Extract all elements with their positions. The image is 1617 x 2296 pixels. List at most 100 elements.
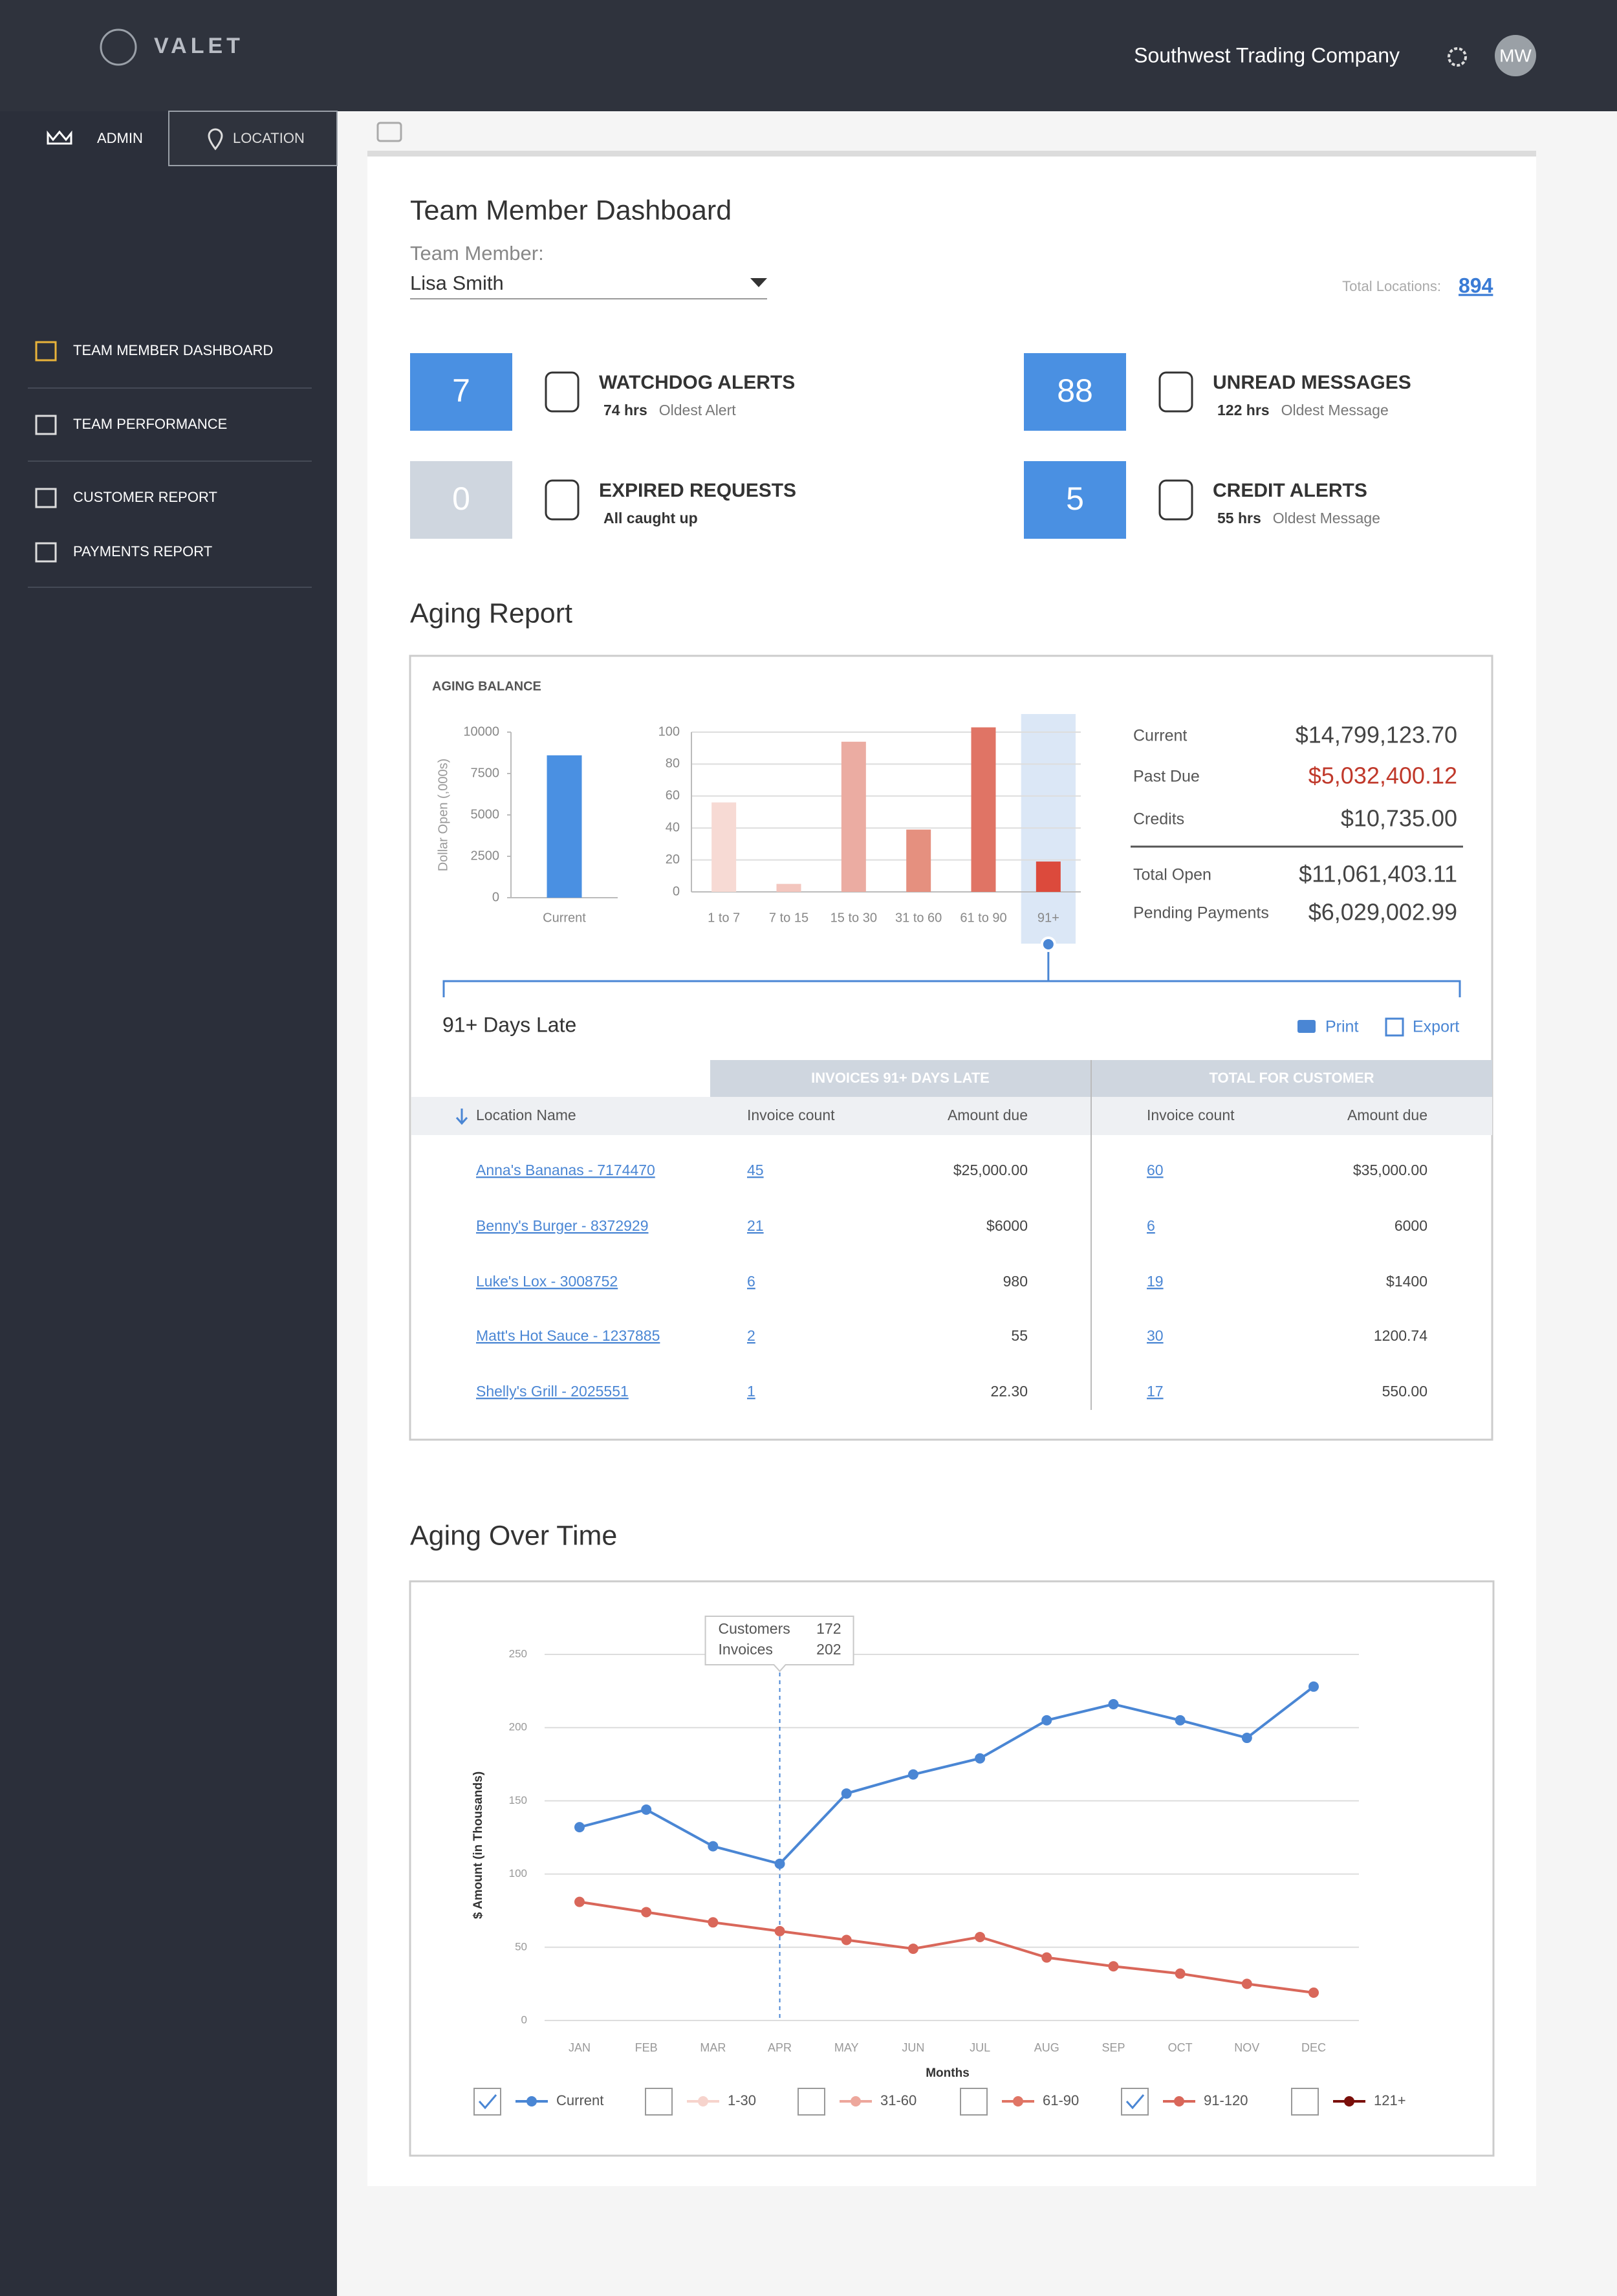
- column-header-bg: [411, 1097, 1492, 1135]
- card-count: 0: [452, 481, 470, 517]
- logo-text: VALET: [154, 34, 244, 58]
- table-link[interactable]: 30: [1147, 1327, 1164, 1344]
- card-note: Oldest Message: [1273, 510, 1380, 526]
- summary-value: $5,032,400.12: [1308, 763, 1457, 789]
- table-link[interactable]: Luke's Lox - 3008752: [476, 1273, 618, 1290]
- legend-label: 121+: [1374, 2092, 1406, 2108]
- line-point: [841, 1934, 852, 1945]
- member-select[interactable]: Lisa Smith: [410, 272, 504, 294]
- y-tick-label: 150: [509, 1794, 527, 1806]
- y-axis-title: $ Amount (in Thousands): [472, 1771, 485, 1919]
- legend-swatch-dot: [698, 2096, 708, 2106]
- line-point: [641, 1907, 652, 1918]
- legend-checkbox[interactable]: [473, 2088, 501, 2116]
- sidebar-toggle[interactable]: [376, 122, 402, 142]
- legend-checkbox[interactable]: [1291, 2088, 1319, 2116]
- table-cell: 22.30: [990, 1383, 1028, 1400]
- summary-label: Credits: [1133, 810, 1184, 829]
- line-point: [975, 1753, 986, 1764]
- y-tick-label: 200: [509, 1721, 527, 1733]
- card-icon: [545, 371, 580, 413]
- nav-item[interactable]: TEAM MEMBER DASHBOARD: [73, 342, 273, 358]
- card-count: 7: [452, 373, 470, 409]
- nav-item[interactable]: CUSTOMER REPORT: [73, 489, 217, 505]
- line-series: [579, 1685, 1315, 1865]
- nav-item[interactable]: TEAM PERFORMANCE: [73, 416, 227, 432]
- line-point: [574, 1822, 585, 1833]
- select-caret: [750, 278, 767, 287]
- tab[interactable]: ADMIN: [97, 130, 143, 146]
- legend-swatch-dot: [1174, 2096, 1184, 2106]
- legend-checkbox[interactable]: [1121, 2088, 1149, 2116]
- line-point: [1175, 1968, 1186, 1979]
- card-title: UNREAD MESSAGES: [1213, 372, 1411, 393]
- table-link[interactable]: Benny's Burger - 8372929: [476, 1217, 649, 1234]
- admin-icon: [47, 130, 72, 145]
- card-count-box: [410, 461, 512, 539]
- locations-count[interactable]: 894: [1459, 274, 1493, 297]
- card-count-box: [410, 353, 512, 431]
- table-link[interactable]: 2: [747, 1327, 755, 1344]
- table-link[interactable]: 1: [747, 1383, 755, 1400]
- nav-item[interactable]: PAYMENTS REPORT: [73, 543, 212, 559]
- line-point: [841, 1788, 852, 1799]
- y-tick-label: 0: [521, 2013, 527, 2026]
- y-tick-label: 20: [666, 852, 680, 867]
- detail-title: 91+ Days Late: [442, 1013, 576, 1036]
- y-axis-title: Dollar Open (,000s): [436, 759, 450, 872]
- table-link[interactable]: 21: [747, 1217, 764, 1234]
- print-button[interactable]: Print: [1325, 1018, 1358, 1036]
- table-link[interactable]: Anna's Bananas - 7174470: [476, 1162, 655, 1178]
- table-link[interactable]: 19: [1147, 1273, 1164, 1290]
- tooltip-value: 172: [816, 1620, 841, 1637]
- table-link[interactable]: Shelly's Grill - 2025551: [476, 1383, 629, 1400]
- table-link[interactable]: 45: [747, 1162, 764, 1178]
- y-tick-label: 50: [515, 1940, 527, 1953]
- bar: [1036, 861, 1061, 892]
- top-bar: [0, 0, 1617, 111]
- table-link[interactable]: 6: [747, 1273, 755, 1290]
- table-link[interactable]: 60: [1147, 1162, 1164, 1178]
- line-point: [907, 1769, 918, 1780]
- settings-icon[interactable]: [1448, 47, 1467, 67]
- x-tick-label: 61 to 90: [960, 911, 1006, 925]
- avatar[interactable]: [1495, 35, 1536, 76]
- x-tick-label: APR: [768, 2041, 792, 2054]
- card-sub: 122 hrs Oldest Message: [1217, 402, 1389, 418]
- logo-mark: [100, 28, 137, 66]
- tooltip-label: Customers: [719, 1620, 790, 1637]
- table-link[interactable]: 17: [1147, 1383, 1164, 1400]
- legend-checkbox[interactable]: [645, 2088, 673, 2116]
- line-point: [1308, 1987, 1319, 1998]
- group-header-bg: [710, 1060, 1492, 1097]
- summary-value: $6,029,002.99: [1308, 899, 1457, 926]
- card-age: All caught up: [603, 510, 698, 526]
- section-title: Aging Report: [410, 598, 572, 629]
- summary-value: $10,735.00: [1341, 805, 1457, 832]
- legend-label: 31-60: [880, 2092, 917, 2108]
- card-sub: 74 hrs Oldest Alert: [603, 402, 736, 418]
- legend-label: 61-90: [1043, 2092, 1079, 2108]
- bar: [547, 755, 582, 898]
- line-point: [1308, 1681, 1319, 1692]
- summary-label: Total Open: [1133, 866, 1211, 884]
- tab[interactable]: LOCATION: [233, 130, 305, 146]
- line-point: [1041, 1715, 1052, 1726]
- tooltip-box: [704, 1616, 854, 1673]
- legend-label: Current: [556, 2092, 603, 2108]
- line-point: [1241, 1733, 1252, 1744]
- legend-checkbox[interactable]: [798, 2088, 825, 2116]
- x-tick-label: AUG: [1034, 2041, 1059, 2054]
- line-point: [907, 1944, 918, 1955]
- x-tick-label: JUL: [970, 2041, 990, 2054]
- legend-checkbox[interactable]: [960, 2088, 988, 2116]
- y-tick-label: 7500: [471, 766, 500, 780]
- table-link[interactable]: 6: [1147, 1217, 1155, 1234]
- table-cell: $35,000.00: [1353, 1162, 1427, 1178]
- avatar-initials: MW: [1499, 45, 1532, 65]
- table-link[interactable]: Matt's Hot Sauce - 1237885: [476, 1327, 660, 1344]
- export-button[interactable]: Export: [1413, 1018, 1459, 1036]
- card-title: CREDIT ALERTS: [1213, 480, 1367, 501]
- y-tick-label: 60: [666, 788, 680, 803]
- card-title: EXPIRED REQUESTS: [599, 480, 796, 501]
